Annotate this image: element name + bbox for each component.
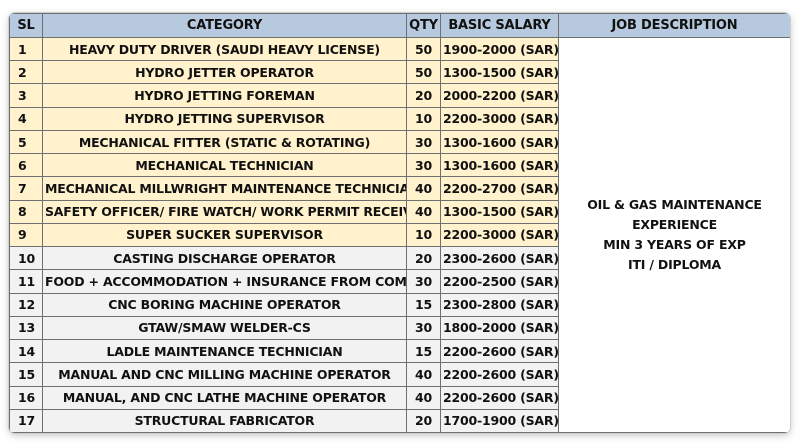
cell-category: FOOD + ACCOMMODATION + INSURANCE FROM CO… <box>42 269 407 294</box>
cell-category: HYDRO JETTER OPERATOR <box>42 60 407 85</box>
cell-qty: 20 <box>406 408 441 433</box>
cell-qty: 50 <box>406 60 441 85</box>
cell-salary: 1300-1500 (SAR) <box>440 60 559 85</box>
cell-sl: 17 <box>9 408 43 433</box>
cell-category: CNC BORING MACHINE OPERATOR <box>42 292 407 317</box>
cell-category: GTAW/SMAW WELDER-CS <box>42 315 407 341</box>
cell-sl: 14 <box>9 339 43 364</box>
cell-sl: 4 <box>9 106 43 131</box>
cell-qty: 40 <box>406 199 441 224</box>
cell-category: MECHANICAL TECHNICIAN <box>42 153 407 178</box>
cell-category: HEAVY DUTY DRIVER (SAUDI HEAVY LICENSE) <box>42 36 407 62</box>
cell-sl: 3 <box>9 83 43 108</box>
job-table-frame: SL CATEGORY QTY BASIC SALARY JOB DESCRIP… <box>9 13 790 433</box>
cell-qty: 20 <box>406 83 441 108</box>
cell-qty: 10 <box>406 106 441 131</box>
table-row: 1 HEAVY DUTY DRIVER (SAUDI HEAVY LICENSE… <box>9 36 790 433</box>
cell-salary: 2000-2200 (SAR) <box>440 83 559 108</box>
cell-qty: 50 <box>406 36 441 62</box>
table-row: 2 HYDRO JETTER OPERATOR 50 1300-1500 (SA… <box>9 60 791 85</box>
cell-salary: 2200-2600 (SAR) <box>440 362 559 387</box>
header-qty: QTY <box>406 13 441 38</box>
job-table: SL CATEGORY QTY BASIC SALARY JOB DESCRIP… <box>9 13 790 433</box>
cell-salary: 1300-1500 (SAR) <box>440 199 559 224</box>
cell-qty: 30 <box>406 269 441 294</box>
cell-sl: 9 <box>9 222 43 248</box>
table-row: 11 FOOD + ACCOMMODATION + INSURANCE FROM… <box>9 269 791 294</box>
cell-qty: 30 <box>406 129 441 155</box>
cell-category: HYDRO JETTING SUPERVISOR <box>42 106 407 131</box>
cell-category: MECHANICAL FITTER (STATIC & ROTATING) <box>42 129 407 155</box>
table-row: 5 MECHANICAL FITTER (STATIC & ROTATING) … <box>9 129 791 155</box>
cell-salary: 1900-2000 (SAR) <box>440 36 559 62</box>
table-row: 13 GTAW/SMAW WELDER-CS 30 1800-2000 (SAR… <box>9 315 791 341</box>
cell-salary: 2300-2600 (SAR) <box>440 246 559 271</box>
cell-qty: 30 <box>406 153 441 178</box>
cell-qty: 15 <box>406 292 441 317</box>
cell-qty: 15 <box>406 339 441 364</box>
header-salary: BASIC SALARY <box>440 13 559 38</box>
table-row: 4 HYDRO JETTING SUPERVISOR 10 2200-3000 … <box>9 106 791 131</box>
cell-qty: 40 <box>406 362 441 387</box>
table-row: 10 CASTING DISCHARGE OPERATOR 20 2300-26… <box>9 246 791 271</box>
cell-category: MECHANICAL MILLWRIGHT MAINTENANCE TECHNI… <box>42 176 407 201</box>
table-header-row: SL CATEGORY QTY BASIC SALARY JOB DESCRIP… <box>9 13 790 38</box>
cell-salary: 2200-2700 (SAR) <box>440 176 559 201</box>
cell-salary: 2200-2600 (SAR) <box>440 339 559 364</box>
cell-salary: 1300-1600 (SAR) <box>440 153 559 178</box>
table-row: 16 MANUAL, AND CNC LATHE MACHINE OPERATO… <box>9 385 791 410</box>
cell-salary: 1700-1900 (SAR) <box>440 408 559 433</box>
table-row: 8 SAFETY OFFICER/ FIRE WATCH/ WORK PERMI… <box>9 199 791 224</box>
cell-category: MANUAL, AND CNC LATHE MACHINE OPERATOR <box>42 385 407 410</box>
table-row: 15 MANUAL AND CNC MILLING MACHINE OPERAT… <box>9 362 791 387</box>
job-description-cell: OIL & GAS MAINTENANCE EXPERIENCE MIN 3 YE… <box>558 37 790 433</box>
cell-sl: 7 <box>9 176 43 201</box>
cell-salary: 2200-3000 (SAR) <box>440 106 559 131</box>
cell-category: SAFETY OFFICER/ FIRE WATCH/ WORK PERMIT … <box>42 199 407 224</box>
job-description-line1: OIL & GAS MAINTENANCE EXPERIENCE <box>587 197 762 232</box>
table-row: 14 LADLE MAINTENANCE TECHNICIAN 15 2200-… <box>9 339 791 364</box>
cell-sl: 12 <box>9 292 43 317</box>
cell-salary: 2200-3000 (SAR) <box>440 222 559 248</box>
cell-category: SUPER SUCKER SUPERVISOR <box>42 222 407 248</box>
cell-sl: 15 <box>9 362 43 387</box>
cell-category: HYDRO JETTING FOREMAN <box>42 83 407 108</box>
cell-category: LADLE MAINTENANCE TECHNICIAN <box>42 339 407 364</box>
job-description-line3: ITI / DIPLOMA <box>628 257 721 272</box>
header-sl: SL <box>9 13 43 38</box>
cell-salary: 1800-2000 (SAR) <box>440 315 559 341</box>
header-category: CATEGORY <box>42 13 407 38</box>
table-body: 1 HEAVY DUTY DRIVER (SAUDI HEAVY LICENSE… <box>9 36 791 433</box>
header-description: JOB DESCRIPTION <box>558 13 790 38</box>
cell-sl: 10 <box>9 246 43 271</box>
table-row: 9 SUPER SUCKER SUPERVISOR 10 2200-3000 (… <box>9 222 791 248</box>
cell-category: MANUAL AND CNC MILLING MACHINE OPERATOR <box>42 362 407 387</box>
cell-sl: 13 <box>9 315 43 341</box>
cell-sl: 11 <box>9 269 43 294</box>
cell-sl: 2 <box>9 60 43 85</box>
cell-sl: 1 <box>9 36 43 62</box>
job-description-line2: MIN 3 YEARS OF EXP <box>603 237 746 252</box>
table-row: 12 CNC BORING MACHINE OPERATOR 15 2300-2… <box>9 292 791 317</box>
cell-qty: 40 <box>406 176 441 201</box>
cell-qty: 40 <box>406 385 441 410</box>
cell-sl: 6 <box>9 153 43 178</box>
cell-qty: 10 <box>406 222 441 248</box>
cell-sl: 16 <box>9 385 43 410</box>
cell-qty: 20 <box>406 246 441 271</box>
cell-qty: 30 <box>406 315 441 341</box>
cell-salary: 2200-2500 (SAR) <box>440 269 559 294</box>
cell-category: CASTING DISCHARGE OPERATOR <box>42 246 407 271</box>
cell-category: STRUCTURAL FABRICATOR <box>42 408 407 433</box>
cell-salary: 2200-2600 (SAR) <box>440 385 559 410</box>
cell-salary: 2300-2800 (SAR) <box>440 292 559 317</box>
table-row: 7 MECHANICAL MILLWRIGHT MAINTENANCE TECH… <box>9 176 791 201</box>
table-row: 6 MECHANICAL TECHNICIAN 30 1300-1600 (SA… <box>9 153 791 178</box>
cell-salary: 1300-1600 (SAR) <box>440 129 559 155</box>
cell-sl: 8 <box>9 199 43 224</box>
cell-sl: 5 <box>9 129 43 155</box>
table-row: 17 STRUCTURAL FABRICATOR 20 1700-1900 (S… <box>9 408 791 433</box>
table-row: 3 HYDRO JETTING FOREMAN 20 2000-2200 (SA… <box>9 83 791 108</box>
